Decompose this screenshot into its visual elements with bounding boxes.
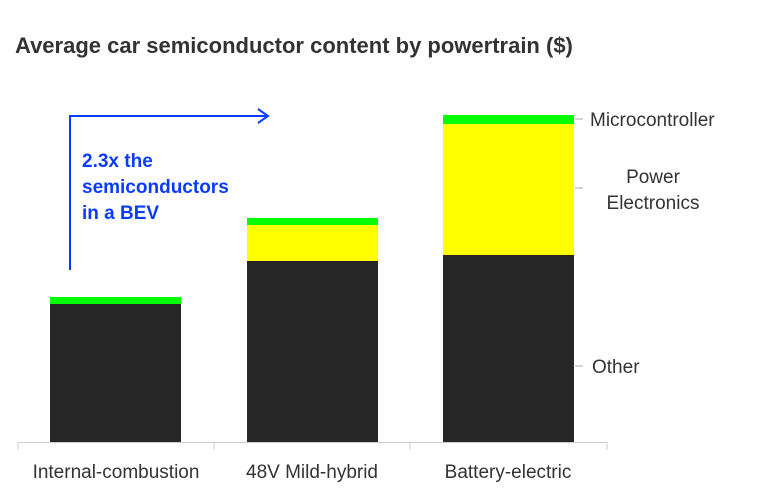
bar-segment-other	[50, 304, 181, 442]
legend-label-line: Electronics	[607, 193, 700, 214]
annotation-arrow	[69, 108, 270, 270]
x-tick-label: Internal-combustion	[33, 462, 200, 483]
bar-segment-microcontroller	[50, 297, 181, 304]
annotation-line: 2.3x the	[82, 151, 153, 172]
legend-label-line: Power	[626, 167, 681, 188]
bar-segment-power-electronics	[443, 124, 574, 255]
legend-label-microcontroller: Microcontroller	[590, 110, 715, 131]
legend-label-power-electronics: Power Electronics	[607, 167, 700, 214]
annotation-line: in a BEV	[82, 203, 159, 224]
x-axis-ticks	[17, 442, 608, 450]
x-tick-label: Battery-electric	[445, 462, 572, 483]
bar-segment-other	[443, 255, 574, 442]
annotation-line: semiconductors	[82, 177, 229, 198]
bar-segment-microcontroller	[443, 115, 574, 124]
bar-segment-microcontroller	[247, 218, 378, 225]
bars-group	[50, 115, 574, 442]
bar-segment-power-electronics	[247, 225, 378, 261]
x-tick-label: 48V Mild-hybrid	[246, 462, 378, 483]
chart-title: Average car semiconductor content by pow…	[15, 33, 573, 58]
legend-label-other: Other	[592, 357, 640, 378]
bar-segment-other	[247, 261, 378, 442]
